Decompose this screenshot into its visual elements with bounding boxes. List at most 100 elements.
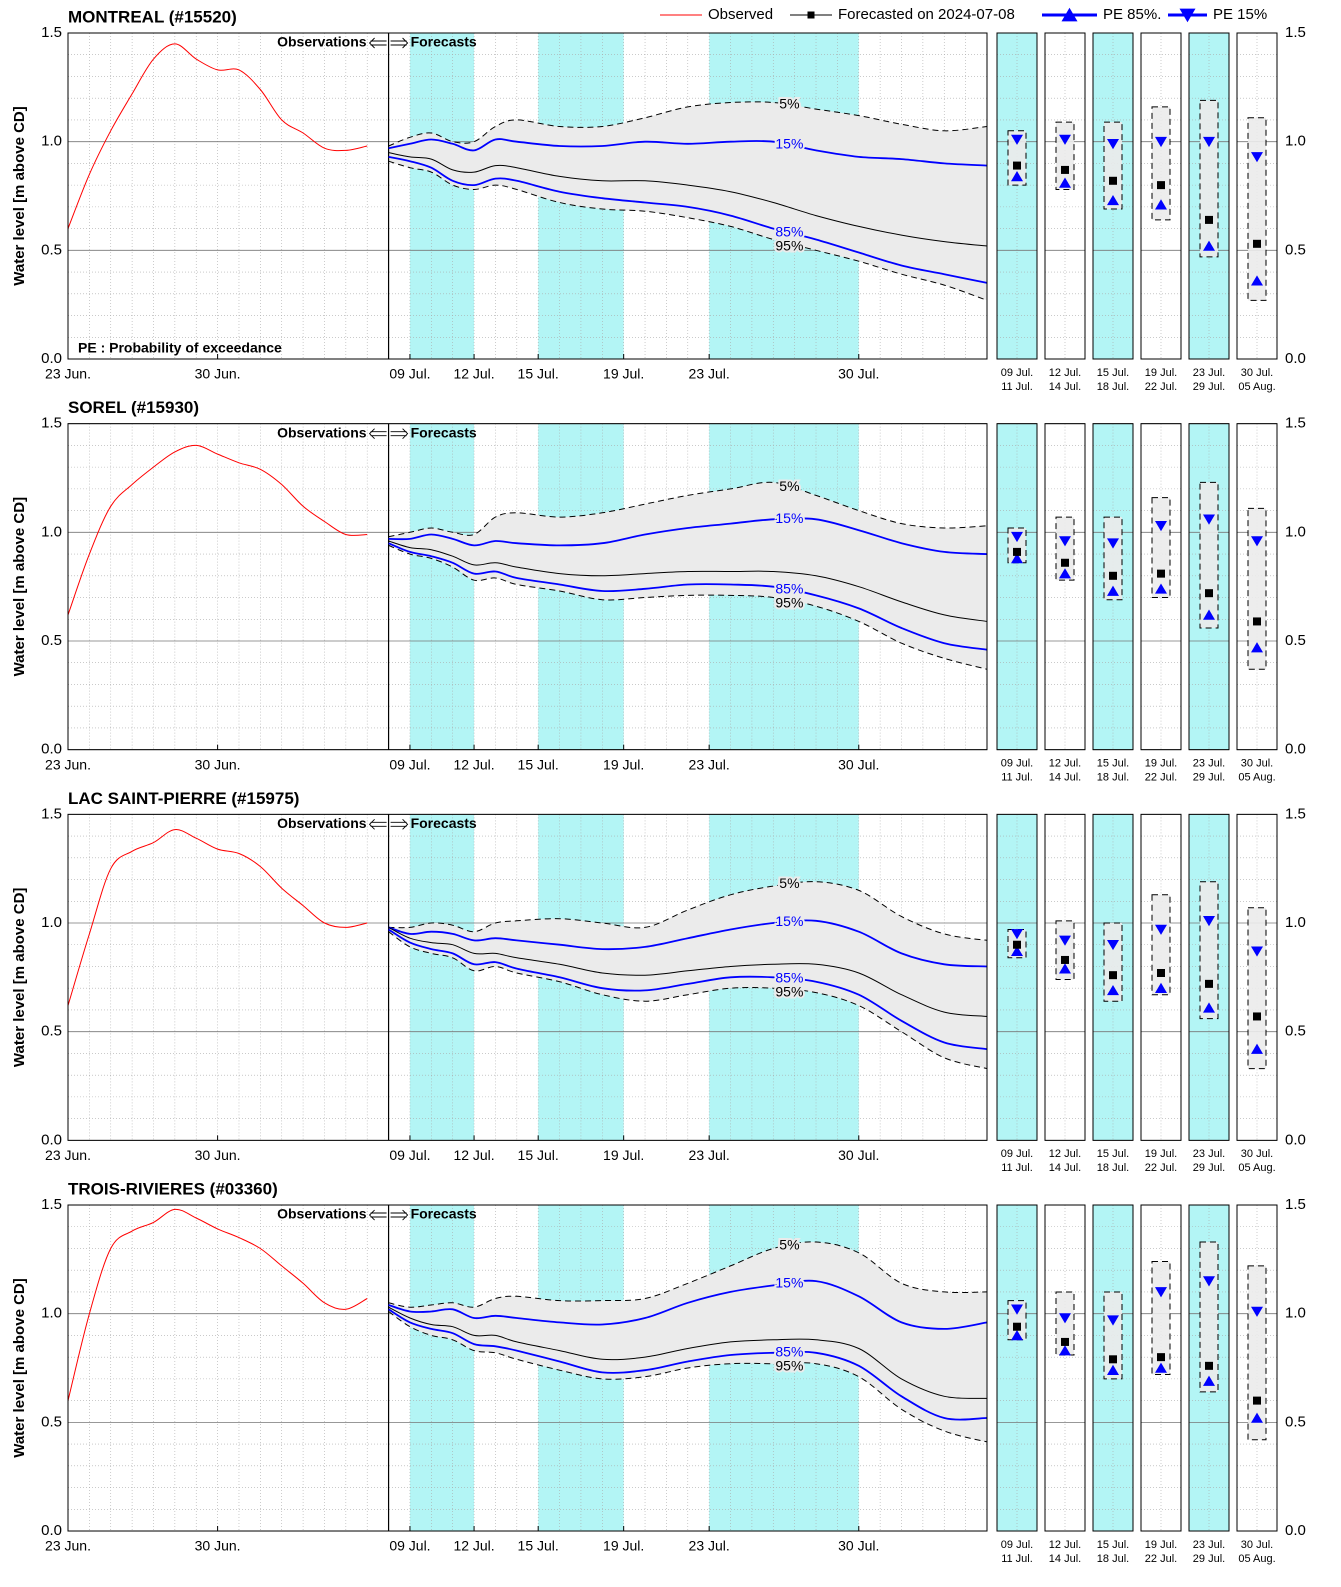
box-label: 14 Jul.: [1049, 1162, 1081, 1174]
box-label: 09 Jul.: [1001, 758, 1033, 770]
y-tick-label: 1.5: [41, 415, 62, 432]
box-pe85: [1203, 1375, 1215, 1386]
box-median: [1061, 955, 1069, 964]
box-pe85: [1107, 984, 1119, 996]
x-tick-label: 23 Jun.: [45, 1147, 91, 1163]
pe-line: [388, 544, 988, 670]
x-tick-label: 12 Jul.: [453, 1147, 494, 1163]
x-tick-label: 19 Jul.: [603, 366, 644, 382]
arrow-icon: [368, 428, 387, 439]
box-median: [1109, 1355, 1117, 1364]
y-tick-label: 1.5: [41, 805, 62, 822]
curve-label: 15%: [775, 510, 803, 526]
forecast-band: [388, 1241, 988, 1442]
period-shade: [409, 814, 475, 1141]
box-pe15: [1011, 531, 1023, 543]
box-pe15: [1203, 514, 1215, 525]
y2-tick-label: 0.5: [1285, 241, 1306, 258]
box-border: [1236, 423, 1278, 751]
y2-tick-label: 1.0: [1285, 133, 1306, 150]
box-pe85: [1107, 1364, 1119, 1375]
box-pe85: [1107, 585, 1119, 596]
x-tick-label: 30 Jul.: [838, 366, 879, 382]
arrow-icon: [390, 1209, 409, 1221]
box-label: 12 Jul.: [1049, 758, 1081, 770]
pe-line: [388, 1311, 988, 1443]
box-median: [1205, 215, 1213, 224]
box-border: [1140, 1204, 1182, 1532]
box-median: [1205, 979, 1213, 988]
pe-line: [388, 1279, 988, 1330]
observed-line: [67, 43, 368, 229]
box-label: 11 Jul.: [1001, 1553, 1033, 1565]
box-pe85: [1203, 609, 1215, 620]
y2-tick-label: 0.5: [1285, 632, 1306, 649]
box-label: 14 Jul.: [1049, 381, 1081, 393]
box-range: [1151, 894, 1171, 996]
x-tick-label: 09 Jul.: [389, 756, 430, 772]
box-range: [1055, 920, 1075, 981]
box-pe85: [1155, 199, 1167, 210]
x-tick-label: 15 Jul.: [518, 1147, 559, 1163]
box-label: 30 Jul.: [1241, 758, 1273, 770]
box-label: 22 Jul.: [1145, 1553, 1177, 1565]
box-border: [1188, 423, 1230, 751]
curve-label: 15%: [775, 136, 803, 152]
y-tick-label: 1.5: [41, 1196, 62, 1213]
box-label: 09 Jul.: [1001, 367, 1033, 379]
box-range: [1151, 1261, 1171, 1376]
box-range: [1151, 497, 1171, 599]
footnote: PE : Probability of exceedance: [78, 340, 282, 356]
box-border: [1188, 813, 1230, 1141]
y-tick-label: 0.5: [41, 1023, 62, 1040]
box-median: [1253, 239, 1261, 248]
curve-label: 5%: [779, 96, 799, 112]
box-border: [1236, 1204, 1278, 1532]
box-median: [1253, 1012, 1261, 1021]
box-range: [1103, 922, 1123, 1002]
panel-title: SOREL (#15930): [68, 398, 199, 417]
box-border: [1236, 32, 1278, 360]
box-range: [1007, 130, 1027, 186]
box-border: [1044, 32, 1086, 360]
box-label: 15 Jul.: [1097, 367, 1129, 379]
curve-label: 5%: [779, 1237, 799, 1253]
box-pe15: [1155, 924, 1167, 935]
y-axis-label: Water level [m above CD]: [11, 1278, 28, 1458]
box-median: [1157, 569, 1165, 578]
box-border: [1092, 813, 1134, 1141]
box-label: 09 Jul.: [1001, 1148, 1033, 1160]
box-pe15: [1107, 538, 1119, 549]
x-tick-label: 23 Jul.: [689, 756, 730, 772]
annotation: Forecasts: [411, 424, 477, 440]
y2-tick-label: 0.0: [1285, 741, 1306, 758]
box-range: [1103, 1291, 1123, 1380]
box-label: 14 Jul.: [1049, 1553, 1081, 1565]
x-tick-label: 15 Jul.: [518, 366, 559, 382]
y-tick-label: 1.5: [41, 24, 62, 41]
box-label: 15 Jul.: [1097, 758, 1129, 770]
box-pe15: [1203, 916, 1215, 927]
y-tick-label: 1.0: [41, 133, 62, 150]
x-tick-label: 23 Jun.: [45, 756, 91, 772]
y-tick-label: 0.5: [41, 1413, 62, 1430]
y-tick-label: 1.0: [41, 1305, 62, 1322]
box-pe15: [1107, 939, 1119, 951]
box-pe15: [1251, 946, 1263, 957]
box-pe15: [1251, 152, 1263, 163]
y2-tick-label: 0.5: [1285, 1023, 1306, 1040]
box-pe15: [1107, 139, 1119, 150]
annotation: Forecasts: [411, 815, 477, 831]
box-label: 23 Jul.: [1193, 758, 1225, 770]
box-pe15: [1251, 1306, 1263, 1317]
plot-border: [67, 32, 988, 360]
box-median: [1253, 617, 1261, 626]
panel: SOREL (#15930) Water level [m above CD] 0.…: [11, 398, 1306, 783]
x-tick-label: 12 Jul.: [453, 366, 494, 382]
median-line: [388, 1306, 988, 1399]
observed-line: [67, 444, 368, 616]
box-border: [1140, 423, 1182, 751]
annotation: Observations: [277, 815, 367, 831]
